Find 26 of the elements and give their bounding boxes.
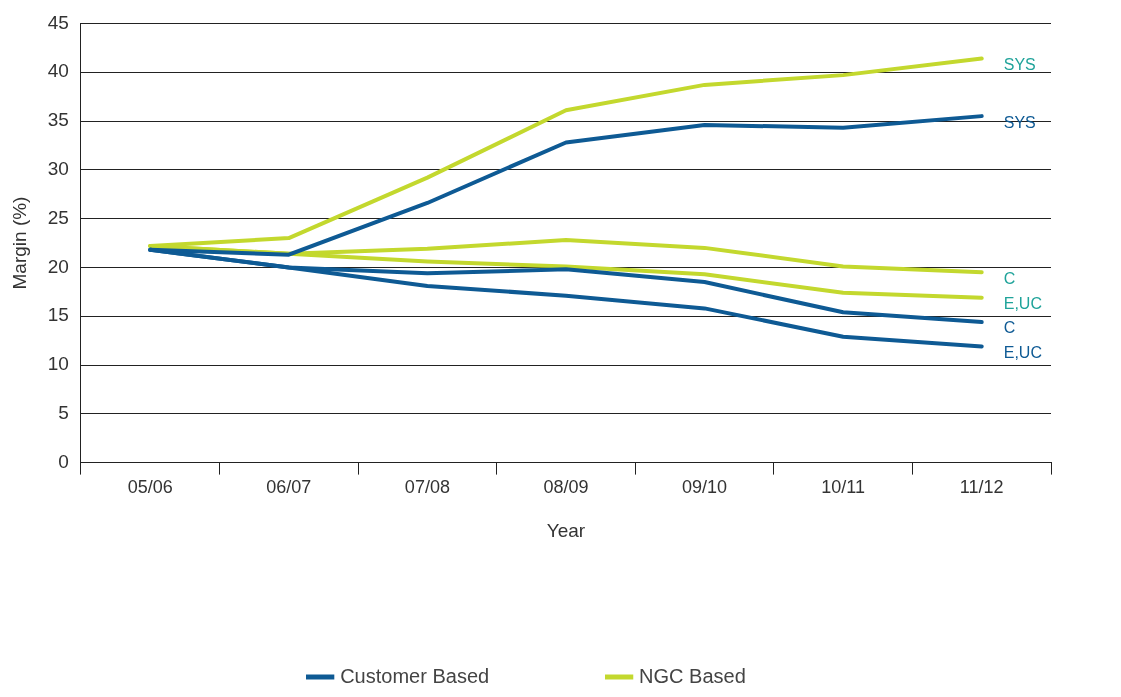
x-tick-label: 09/10 — [682, 477, 728, 498]
y-tick-label: 15 — [47, 304, 69, 326]
y-tick-label: 40 — [47, 60, 69, 82]
y-tick-label: 0 — [58, 450, 69, 472]
x-tick-label: 11/12 — [959, 477, 1004, 498]
x-tick-label: 07/08 — [404, 477, 450, 498]
x-tick-label: 10/11 — [821, 477, 865, 498]
annotation: E,UC — [1003, 295, 1042, 313]
annotation: C — [1003, 319, 1016, 337]
annotation: SYS — [1003, 55, 1036, 73]
x-tick-label: 06/07 — [266, 477, 312, 498]
y-tick-label: 30 — [47, 158, 69, 180]
y-tick-label: 25 — [47, 206, 69, 228]
legend-label: NGC Based — [639, 664, 746, 687]
y-tick-label: 20 — [47, 255, 69, 277]
annotation: C — [1003, 269, 1016, 287]
y-axis-title: Margin (%) — [8, 196, 30, 290]
y-tick-label: 10 — [47, 353, 69, 375]
y-tick-label: 35 — [47, 109, 69, 131]
x-tick-label: 05/06 — [127, 477, 173, 498]
x-axis-title: Year — [546, 519, 586, 541]
annotation: E,UC — [1003, 343, 1042, 361]
y-tick-label: 5 — [58, 402, 69, 424]
legend-label: Customer Based — [340, 664, 490, 687]
y-tick-label: 45 — [47, 11, 69, 33]
x-tick-label: 08/09 — [543, 477, 589, 498]
